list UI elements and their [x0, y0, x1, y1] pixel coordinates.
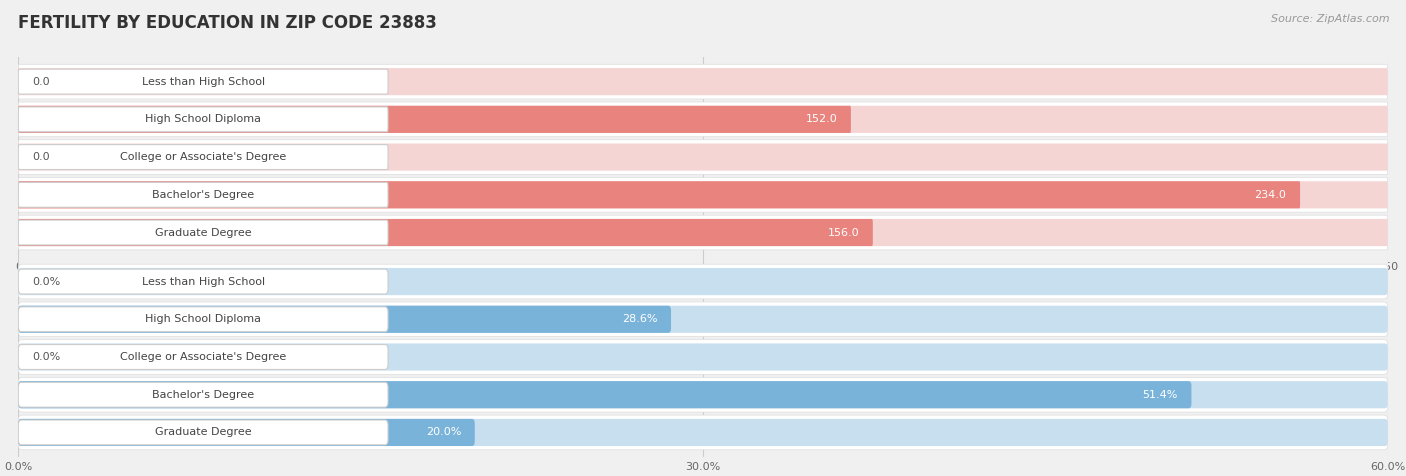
FancyBboxPatch shape: [18, 215, 1388, 250]
Text: Less than High School: Less than High School: [142, 77, 264, 87]
Text: Less than High School: Less than High School: [142, 277, 264, 287]
FancyBboxPatch shape: [18, 178, 1388, 212]
FancyBboxPatch shape: [18, 140, 1388, 174]
FancyBboxPatch shape: [18, 381, 1191, 408]
FancyBboxPatch shape: [18, 181, 1301, 208]
FancyBboxPatch shape: [18, 220, 388, 245]
FancyBboxPatch shape: [18, 377, 1388, 412]
FancyBboxPatch shape: [18, 419, 475, 446]
FancyBboxPatch shape: [18, 68, 1388, 95]
Text: Bachelor's Degree: Bachelor's Degree: [152, 390, 254, 400]
FancyBboxPatch shape: [18, 302, 1388, 337]
Text: 28.6%: 28.6%: [621, 314, 658, 324]
Text: 51.4%: 51.4%: [1142, 390, 1178, 400]
Text: College or Associate's Degree: College or Associate's Degree: [120, 352, 287, 362]
FancyBboxPatch shape: [18, 306, 1388, 333]
FancyBboxPatch shape: [18, 306, 671, 333]
FancyBboxPatch shape: [18, 69, 388, 94]
FancyBboxPatch shape: [18, 219, 873, 246]
FancyBboxPatch shape: [18, 269, 388, 294]
FancyBboxPatch shape: [18, 340, 1388, 374]
FancyBboxPatch shape: [18, 268, 1388, 295]
Text: 0.0: 0.0: [32, 152, 49, 162]
Text: Source: ZipAtlas.com: Source: ZipAtlas.com: [1271, 14, 1389, 24]
FancyBboxPatch shape: [18, 345, 388, 369]
FancyBboxPatch shape: [18, 307, 388, 332]
Text: FERTILITY BY EDUCATION IN ZIP CODE 23883: FERTILITY BY EDUCATION IN ZIP CODE 23883: [18, 14, 437, 32]
Text: 156.0: 156.0: [828, 228, 859, 238]
FancyBboxPatch shape: [18, 382, 388, 407]
FancyBboxPatch shape: [18, 181, 1388, 208]
FancyBboxPatch shape: [18, 102, 1388, 137]
FancyBboxPatch shape: [18, 219, 1388, 246]
Text: Graduate Degree: Graduate Degree: [155, 427, 252, 437]
Text: 20.0%: 20.0%: [426, 427, 461, 437]
FancyBboxPatch shape: [18, 420, 388, 445]
FancyBboxPatch shape: [18, 182, 388, 207]
Text: 0.0%: 0.0%: [32, 277, 60, 287]
FancyBboxPatch shape: [18, 107, 388, 132]
FancyBboxPatch shape: [18, 381, 1388, 408]
Text: College or Associate's Degree: College or Associate's Degree: [120, 152, 287, 162]
Text: Bachelor's Degree: Bachelor's Degree: [152, 190, 254, 200]
Text: 152.0: 152.0: [806, 114, 837, 124]
Text: 234.0: 234.0: [1254, 190, 1286, 200]
Text: 0.0%: 0.0%: [32, 352, 60, 362]
FancyBboxPatch shape: [18, 106, 1388, 133]
FancyBboxPatch shape: [18, 143, 1388, 171]
FancyBboxPatch shape: [18, 415, 1388, 450]
FancyBboxPatch shape: [18, 419, 1388, 446]
FancyBboxPatch shape: [18, 264, 1388, 299]
Text: High School Diploma: High School Diploma: [145, 314, 262, 324]
FancyBboxPatch shape: [18, 106, 851, 133]
FancyBboxPatch shape: [18, 64, 1388, 99]
FancyBboxPatch shape: [18, 343, 1388, 371]
FancyBboxPatch shape: [18, 145, 388, 169]
Text: 0.0: 0.0: [32, 77, 49, 87]
Text: High School Diploma: High School Diploma: [145, 114, 262, 124]
Text: Graduate Degree: Graduate Degree: [155, 228, 252, 238]
